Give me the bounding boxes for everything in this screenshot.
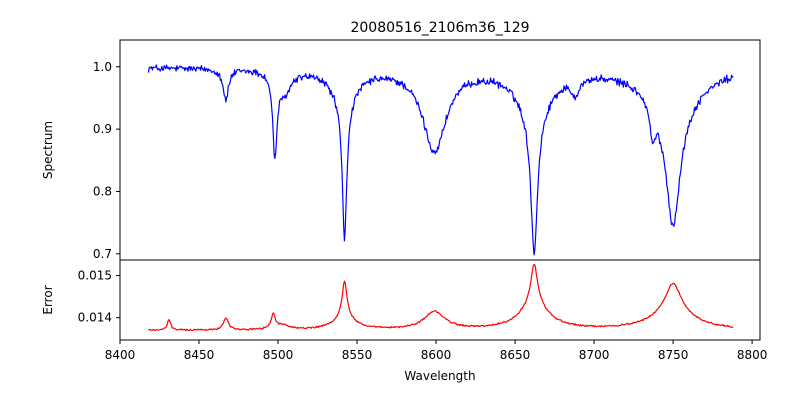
x-tick-label: 8700 — [579, 348, 610, 362]
spectrum-y-tick-label: 0.8 — [93, 184, 112, 198]
x-axis-ticks: 8400 8450 8500 8550 8600 8650 8700 8750 8800 — [105, 340, 768, 362]
error-panel: 0.014 0.015 Error — [41, 259, 761, 341]
error-series-line — [148, 263, 734, 332]
error-y-tick-label: 0.015 — [78, 269, 112, 283]
spectrum-y-tick-label: 0.7 — [93, 247, 112, 261]
error-y-tick-label: 0.014 — [78, 311, 112, 325]
error-axes-frame — [119, 259, 761, 341]
spectrum-y-tick-label: 1.0 — [93, 60, 112, 74]
chart-title: 20080516_2106m36_129 — [350, 20, 529, 36]
spectrum-y-axis-ticks: 0.7 0.8 0.9 1.0 — [93, 60, 120, 261]
x-tick-label: 8800 — [737, 348, 768, 362]
spectrum-series-line — [147, 64, 734, 256]
error-y-axis-ticks: 0.014 0.015 — [78, 269, 120, 325]
error-polyline — [148, 263, 734, 332]
x-tick-label: 8500 — [263, 348, 294, 362]
spectrum-y-axis-label: Spectrum — [41, 121, 55, 179]
x-tick-label: 8750 — [658, 348, 689, 362]
spectrum-y-tick-label: 0.9 — [93, 122, 112, 136]
spectrum-polyline — [147, 64, 734, 256]
x-tick-label: 8550 — [342, 348, 373, 362]
x-tick-label: 8600 — [421, 348, 452, 362]
x-tick-label: 8400 — [105, 348, 136, 362]
x-tick-label: 8650 — [500, 348, 531, 362]
x-tick-label: 8450 — [184, 348, 215, 362]
x-axis-label: Wavelength — [404, 369, 475, 383]
error-y-axis-label: Error — [41, 285, 55, 314]
